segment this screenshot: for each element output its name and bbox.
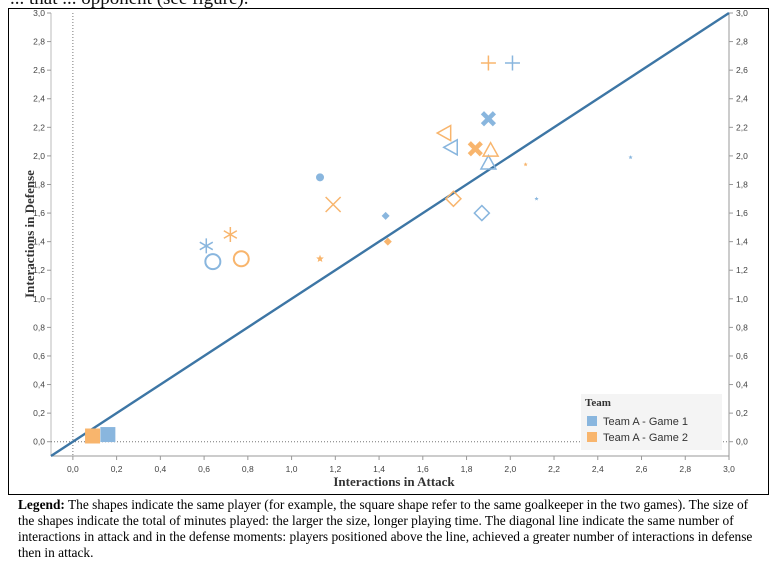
y-tick-label-right: 3,0 [736,9,748,18]
y-tick-label: 2,6 [33,65,45,75]
legend-swatch [587,432,597,442]
data-point-diamond-open [444,190,462,208]
data-point-plus [480,55,496,71]
data-point-star [628,155,633,160]
legend-swatch [587,416,597,426]
x-tick-label: 3,0 [723,464,735,474]
x-tick-label: 2,0 [504,464,516,474]
data-point-diamond-open [473,204,491,222]
y-tick-label: 1,8 [33,179,45,189]
y-tick-label: 0,0 [33,437,45,447]
y-tick-label: 0,6 [33,351,45,361]
data-point-triangle-up [481,141,500,157]
data-point-triangle-up [479,154,498,170]
data-point-x-filled [480,111,497,127]
y-tick-label: 1,4 [33,237,45,247]
x-tick-label: 2,2 [548,464,560,474]
x-tick-label: 0,0 [67,464,79,474]
y-tick-label-right: 1,6 [736,208,748,218]
y-tick-label-right: 2,2 [736,122,748,132]
y-tick-label-right: 0,0 [736,437,748,447]
y-axis-title: Interactions in Defense [22,170,37,298]
legend-box [581,394,722,450]
scatter-chart: 0,0 0,2 0,4 0,6 0,8 1,0 1,2 1,4 1,6 1,8 2,0 2,2 2,4 2… [22,9,748,489]
y-tick-label: 2,0 [33,151,45,161]
figure-caption: Legend: The shapes indicate the same pla… [18,497,762,561]
data-point-star [534,196,539,201]
x-tick-label: 0,8 [242,464,254,474]
data-point-circle-open [232,250,250,268]
x-tick-label: 2,6 [636,464,648,474]
data-point-square [100,427,116,443]
y-tick-label-right: 1,8 [736,179,748,189]
y-tick-label: 0,4 [33,380,45,390]
y-tick-label: 1,6 [33,208,45,218]
legend-title: Team [585,397,611,409]
y-tick-label-right: 0,2 [736,408,748,418]
caption-label: Legend: [18,497,65,512]
y-tick-label-right: 1,2 [736,265,748,275]
y-tick-label-right: 1,4 [736,237,748,247]
data-point-diamond-filled [383,237,392,246]
data-point-circle-open [204,253,222,271]
data-point-star [316,254,324,263]
y-tick-label-right: 2,8 [736,37,748,47]
data-point-plus [504,55,520,71]
x-tick-label: 1,0 [286,464,298,474]
data-point-triangle-left [435,124,452,142]
data-points [85,55,633,444]
data-point-square [85,428,101,444]
data-point-asterisk [199,238,214,254]
data-point-x [325,196,342,213]
y-tick-label: 0,2 [33,408,45,418]
preceding-text: ... that ... opponent (see figure). [0,0,773,10]
y-tick-label: 1,0 [33,294,45,304]
x-tick-label: 1,2 [329,464,341,474]
x-tick-label: 1,6 [417,464,429,474]
y-tick-label-right: 0,4 [736,380,748,390]
axes: 0,0 0,2 0,4 0,6 0,8 1,0 1,2 1,4 1,6 1,8 2,0 2,2 2,4 2… [33,9,748,474]
data-point-diamond-filled [381,211,390,220]
data-point-star [523,162,528,167]
x-tick-label: 2,4 [592,464,604,474]
y-tick-label-right: 0,8 [736,322,748,332]
y-tick-label: 2,2 [33,122,45,132]
y-tick-label: 2,4 [33,94,45,104]
legend: Team Team A - Game 1 Team A - Game 2 [581,394,722,450]
x-tick-label: 0,2 [111,464,123,474]
caption-text: The shapes indicate the same player (for… [18,497,753,560]
data-point-circle-filled [316,173,325,182]
x-tick-label: 0,4 [154,464,166,474]
figure-frame: 0,0 0,2 0,4 0,6 0,8 1,0 1,2 1,4 1,6 1,8 2,0 2,2 2,4 2… [8,8,769,495]
y-tick-label-right: 2,0 [736,151,748,161]
x-tick-label: 2,8 [679,464,691,474]
y-tick-label-right: 1,0 [736,294,748,304]
y-tick-label: 3,0 [33,9,45,18]
data-point-x-filled [467,141,483,157]
x-tick-label: 0,6 [198,464,210,474]
y-tick-label-right: 2,4 [736,94,748,104]
legend-entry: Team A - Game 2 [603,432,688,444]
x-tick-label: 1,4 [373,464,385,474]
x-tick-label: 1,8 [461,464,473,474]
y-tick-label-right: 2,6 [736,65,748,75]
y-tick-label: 0,8 [33,322,45,332]
x-axis-title: Interactions in Attack [333,474,455,489]
legend-entry: Team A - Game 1 [603,416,688,428]
y-tick-label: 2,8 [33,37,45,47]
y-tick-label: 1,2 [33,265,45,275]
y-tick-label-right: 0,6 [736,351,748,361]
diagonal-line [50,11,730,458]
data-point-asterisk [223,227,238,242]
data-point-triangle-left [442,138,458,157]
